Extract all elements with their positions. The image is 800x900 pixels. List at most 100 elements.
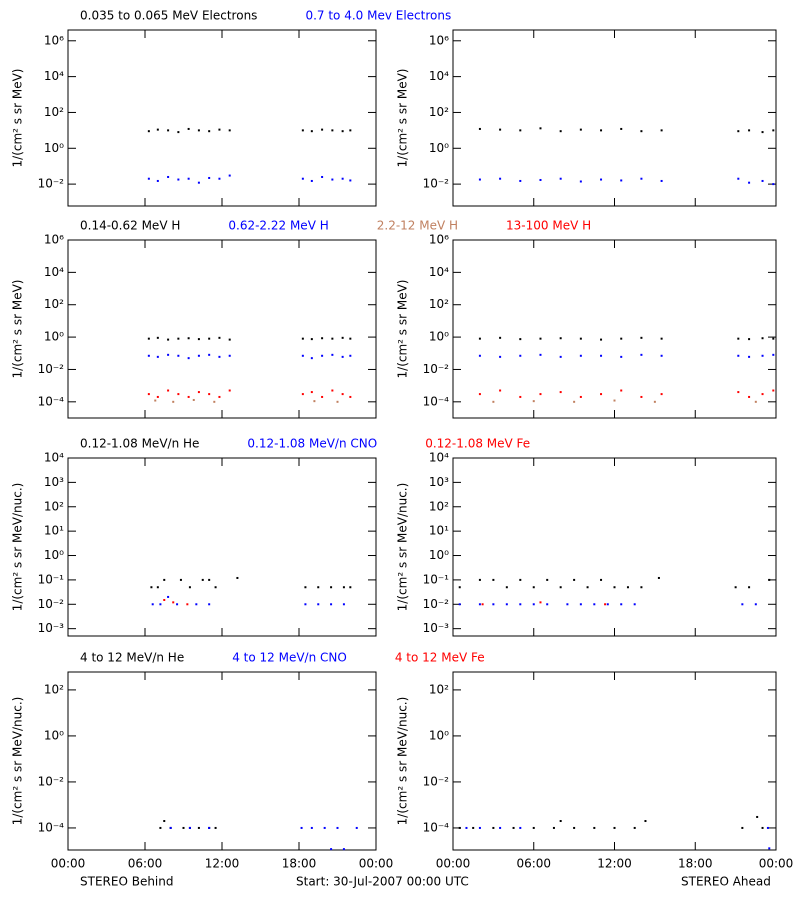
data-point (737, 337, 740, 340)
data-point (741, 603, 744, 606)
data-point (163, 598, 166, 601)
data-point (492, 400, 495, 403)
data-point (559, 177, 562, 180)
data-point (458, 586, 461, 589)
y-tick-label: 10⁰ (429, 548, 449, 562)
data-point (478, 337, 481, 340)
data-point (539, 178, 542, 181)
data-point (310, 391, 313, 394)
data-point (748, 395, 751, 398)
y-tick-label: 10⁻² (38, 362, 65, 376)
data-point (301, 337, 304, 340)
data-point (600, 338, 603, 341)
legend-entry: 4 to 12 MeV/n CNO (232, 651, 347, 665)
data-point (772, 389, 775, 392)
data-point (301, 354, 304, 357)
x-tick-label: 12:00 (205, 857, 240, 871)
data-point (737, 354, 740, 357)
y-tick-label: 10² (44, 499, 64, 513)
data-point (300, 826, 303, 829)
data-point (579, 603, 582, 606)
plot-frame (452, 671, 777, 851)
data-point (218, 128, 221, 131)
data-point (519, 179, 522, 182)
data-point (304, 603, 307, 606)
data-point (147, 354, 150, 357)
data-point (660, 179, 663, 182)
data-point (336, 826, 339, 829)
data-point (573, 400, 576, 403)
data-point (512, 826, 515, 829)
y-tick-label: 10⁻⁴ (38, 394, 65, 408)
y-tick-label: 10⁻⁴ (423, 820, 450, 834)
y-tick-label: 10³ (44, 475, 64, 489)
data-point (566, 603, 569, 606)
data-point (301, 177, 304, 180)
data-point (546, 578, 549, 581)
data-point (156, 355, 159, 358)
data-point (177, 393, 180, 396)
data-point (197, 354, 200, 357)
y-tick-label: 10⁰ (429, 728, 449, 742)
y-tick-label: 10⁴ (44, 451, 64, 465)
data-point (754, 400, 757, 403)
data-point (341, 177, 344, 180)
data-point (600, 578, 603, 581)
data-point (342, 603, 345, 606)
data-point (187, 127, 190, 130)
data-point (559, 391, 562, 394)
data-point (321, 337, 324, 340)
data-point (167, 129, 170, 132)
y-tick-label: 10⁴ (44, 265, 64, 279)
y-tick-label: 10² (429, 297, 449, 311)
data-point (163, 820, 166, 823)
y-tick-label: 10² (44, 297, 64, 311)
data-point (559, 355, 562, 358)
data-point (754, 603, 757, 606)
x-tick-label: 00:00 (436, 857, 471, 871)
footer-left: STEREO Behind (80, 875, 174, 889)
data-point (559, 820, 562, 823)
data-point (156, 336, 159, 339)
data-point (519, 354, 522, 357)
y-tick-label: 10³ (429, 475, 449, 489)
data-point (187, 337, 190, 340)
data-point (519, 603, 522, 606)
plot-frame (452, 29, 777, 207)
data-point (748, 586, 751, 589)
data-point (197, 826, 200, 829)
data-point (321, 354, 324, 357)
data-point (342, 586, 345, 589)
data-point (341, 393, 344, 396)
y-tick-label: 10⁰ (429, 330, 449, 344)
data-point (355, 826, 358, 829)
data-point (620, 127, 623, 130)
data-point (349, 179, 352, 182)
data-point (214, 586, 217, 589)
data-point (499, 355, 502, 358)
data-point (147, 177, 150, 180)
data-point (532, 826, 535, 829)
data-point (310, 179, 313, 182)
data-point (156, 395, 159, 398)
data-point (539, 601, 542, 604)
data-point (331, 353, 334, 356)
data-point (478, 603, 481, 606)
data-point (772, 129, 775, 132)
data-point (559, 130, 562, 133)
plot-frame (67, 29, 377, 207)
y-tick-label: 10² (429, 105, 449, 119)
legend-entry: 0.14-0.62 MeV H (80, 219, 180, 233)
data-point (761, 826, 764, 829)
data-point (151, 603, 154, 606)
legend-entry: 4 to 12 MeV Fe (395, 651, 485, 665)
data-point (472, 826, 475, 829)
y-tick-label: 10⁴ (44, 69, 64, 83)
data-point (613, 586, 616, 589)
data-point (505, 586, 508, 589)
data-point (606, 603, 609, 606)
legend-entry: 0.035 to 0.065 MeV Electrons (80, 9, 257, 23)
data-point (761, 179, 764, 182)
x-tick-label: 18:00 (678, 857, 713, 871)
y-tick-label: 10² (429, 682, 449, 696)
